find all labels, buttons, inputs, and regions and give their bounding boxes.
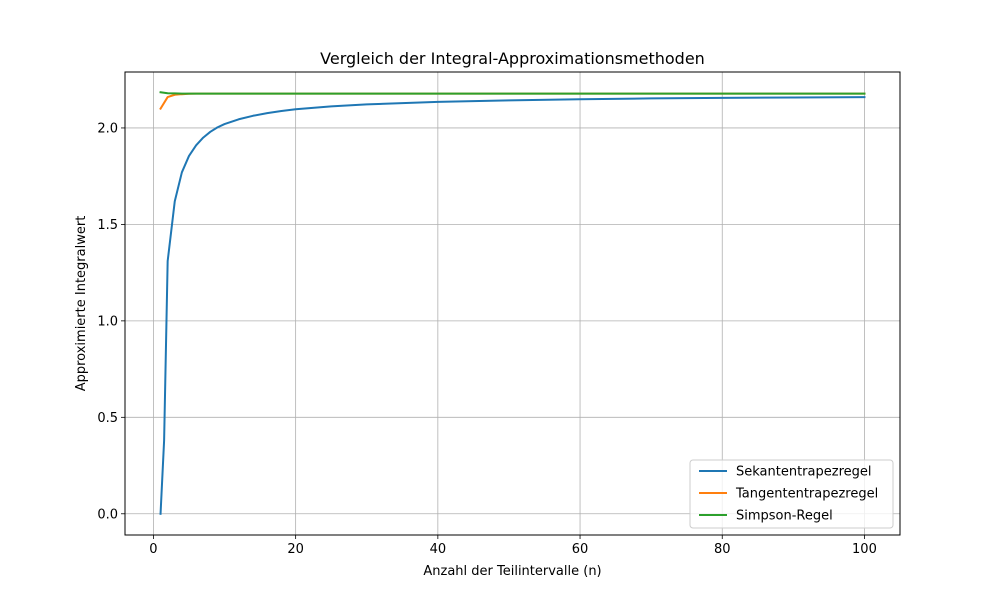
series-line-3 [159, 91, 866, 95]
legend-label: Tangententrapezregel [735, 487, 878, 502]
chart-title: Vergleich der Integral-Approximationsmet… [320, 49, 705, 68]
x-tick-label: 60 [572, 542, 589, 557]
series-lines [159, 91, 866, 515]
plot-frame [124, 71, 901, 536]
legend-label: Simpson-Regel [736, 509, 833, 524]
x-tick-label: 0 [149, 542, 157, 557]
x-axis-label: Anzahl der Teilintervalle (n) [423, 564, 601, 579]
series-line-1 [159, 96, 866, 515]
legend: Sekantentrapezregel Tangententrapezregel S… [689, 459, 894, 529]
y-tick-label: 1.5 [97, 218, 118, 233]
axis-ticks: 0 20 40 60 80 100 0.0 0.5 1.0 1.5 2.0 [97, 121, 877, 557]
x-tick-label: 40 [430, 542, 447, 557]
y-tick-label: 1.0 [97, 314, 118, 329]
legend-box [689, 459, 894, 529]
y-axis-label: Approximierte Integralwert [74, 216, 89, 392]
y-tick-label: 0.0 [97, 507, 118, 522]
y-tick-label: 0.5 [97, 411, 118, 426]
x-tick-label: 80 [714, 542, 731, 557]
y-tick-label: 2.0 [97, 121, 118, 136]
x-tick-label: 20 [287, 542, 304, 557]
legend-label: Sekantentrapezregel [736, 465, 872, 480]
legend-entries: Sekantentrapezregel Tangententrapezregel S… [699, 465, 878, 524]
x-tick-label: 100 [852, 542, 877, 557]
